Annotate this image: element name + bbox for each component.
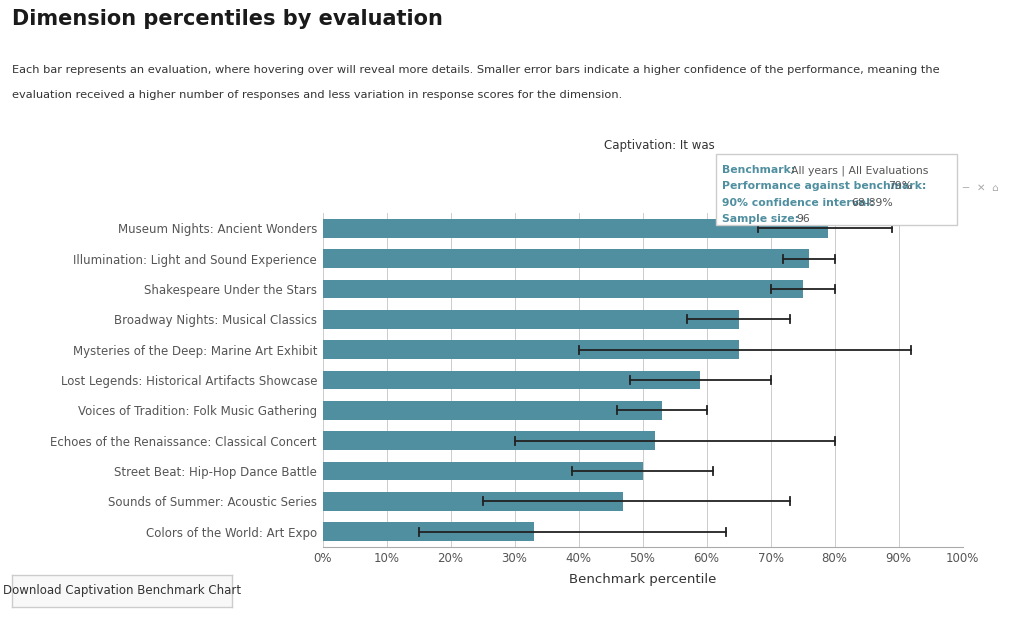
Text: 68-89%: 68-89% xyxy=(851,198,893,208)
Text: ◎  🔍  +  ▣  −  ✕  ⌂: ◎ 🔍 + ▣ − ✕ ⌂ xyxy=(902,182,998,192)
Bar xyxy=(323,219,828,238)
Bar xyxy=(323,431,655,450)
Text: All years | All Evaluations: All years | All Evaluations xyxy=(791,166,929,176)
Text: Captivation: It was: Captivation: It was xyxy=(604,140,715,153)
Bar xyxy=(323,280,803,298)
Bar xyxy=(323,522,534,541)
Text: Dimension percentiles by evaluation: Dimension percentiles by evaluation xyxy=(12,9,443,29)
Bar xyxy=(323,341,738,359)
Bar xyxy=(323,249,809,268)
Text: 96: 96 xyxy=(796,214,810,224)
Text: Performance against benchmark:: Performance against benchmark: xyxy=(722,182,927,192)
Text: evaluation received a higher number of responses and less variation in response : evaluation received a higher number of r… xyxy=(12,90,623,99)
Text: 79%: 79% xyxy=(888,182,912,192)
X-axis label: Benchmark percentile: Benchmark percentile xyxy=(569,573,716,586)
Bar xyxy=(323,371,700,389)
Bar xyxy=(323,310,738,329)
Text: Each bar represents an evaluation, where hovering over will reveal more details.: Each bar represents an evaluation, where… xyxy=(12,65,940,75)
Text: Download Captivation Benchmark Chart: Download Captivation Benchmark Chart xyxy=(3,584,242,598)
Text: 90% confidence interval:: 90% confidence interval: xyxy=(722,198,874,208)
Bar xyxy=(323,401,662,420)
Bar xyxy=(323,492,624,511)
Text: Benchmark:: Benchmark: xyxy=(722,166,796,176)
Bar xyxy=(323,462,643,480)
Text: Sample size:: Sample size: xyxy=(722,214,800,224)
